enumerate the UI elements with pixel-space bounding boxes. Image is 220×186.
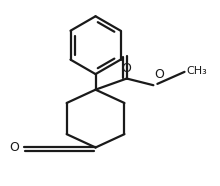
Text: O: O — [154, 68, 164, 81]
Text: O: O — [9, 141, 19, 154]
Text: O: O — [122, 62, 132, 75]
Text: CH₃: CH₃ — [186, 66, 207, 76]
